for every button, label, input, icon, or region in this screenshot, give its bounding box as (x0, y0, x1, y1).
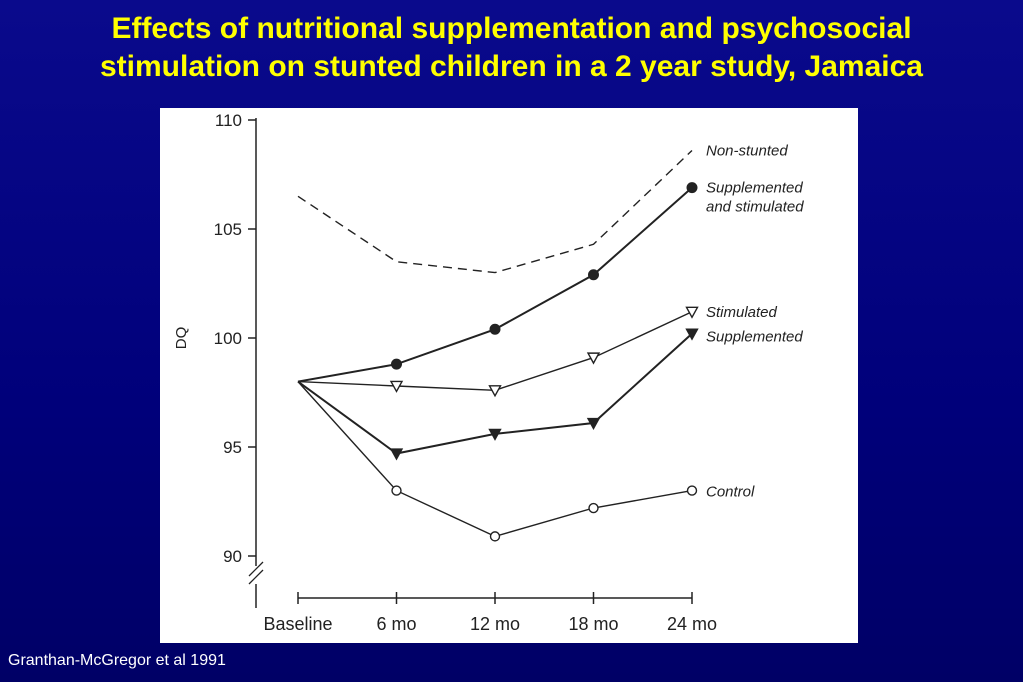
data-point-stimulated (389, 380, 404, 393)
legend-label-supplemented: Supplemented (706, 329, 803, 346)
data-point-control (686, 485, 698, 496)
series-line-control (297, 381, 693, 538)
data-point-supplemented-and-stimulated (588, 269, 599, 281)
data-point-supplemented (586, 417, 601, 430)
citation: Granthan-McGregor et al 1991 (8, 652, 226, 669)
x-tick-label: 18 mo (568, 614, 618, 634)
x-tick-label: Baseline (263, 614, 332, 634)
data-point-supplemented (685, 328, 699, 341)
data-point-supplemented (389, 448, 404, 461)
data-point-supplemented-and-stimulated (391, 358, 402, 370)
title-line-2: stimulation on stunted children in a 2 y… (100, 50, 923, 83)
axis-break-mark (248, 561, 264, 577)
legend-label-stimulated: Stimulated (706, 304, 778, 321)
legend-label-supplemented-and-stimulated: and stimulated (706, 199, 804, 216)
data-point-stimulated (586, 352, 601, 365)
chart-panel: 90 95 100 105 110 DQ Baseline 6 mo 12 mo 18 mo 24 … (160, 108, 858, 643)
y-tick-label: 95 (223, 438, 242, 457)
x-tick-label: 6 mo (376, 614, 416, 634)
y-tick-label: 105 (214, 220, 242, 239)
data-point-supplemented-and-stimulated (489, 323, 501, 335)
series-line-stimulated (297, 311, 693, 392)
series-line-non-stunted (297, 149, 693, 274)
data-point-supplemented-and-stimulated (686, 182, 698, 194)
x-tick-label: 12 mo (470, 614, 520, 634)
data-point-control (489, 531, 501, 542)
data-point-control (391, 485, 402, 496)
data-point-stimulated (685, 306, 699, 319)
legend-label-control: Control (706, 484, 755, 501)
x-tick-label: 24 mo (667, 614, 717, 634)
slide-title: Effects of nutritional supplementation a… (0, 10, 1023, 86)
legend-label-non-stunted: Non-stunted (706, 143, 788, 160)
series-line-supplemented-and-stimulated (297, 186, 693, 383)
legend-label-supplemented-and-stimulated: Supplemented (706, 180, 803, 197)
y-axis-label: DQ (173, 327, 190, 350)
data-point-stimulated (488, 385, 502, 398)
data-point-control (588, 502, 599, 514)
axis-break-mark (248, 569, 264, 585)
y-tick-label: 100 (214, 329, 242, 348)
y-tick-label: 110 (215, 111, 242, 130)
title-line-1: Effects of nutritional supplementation a… (111, 12, 912, 45)
y-tick-label: 90 (223, 547, 242, 566)
data-point-supplemented (488, 428, 502, 441)
dq-line-chart: 90 95 100 105 110 DQ Baseline 6 mo 12 mo 18 mo 24 … (173, 111, 804, 634)
